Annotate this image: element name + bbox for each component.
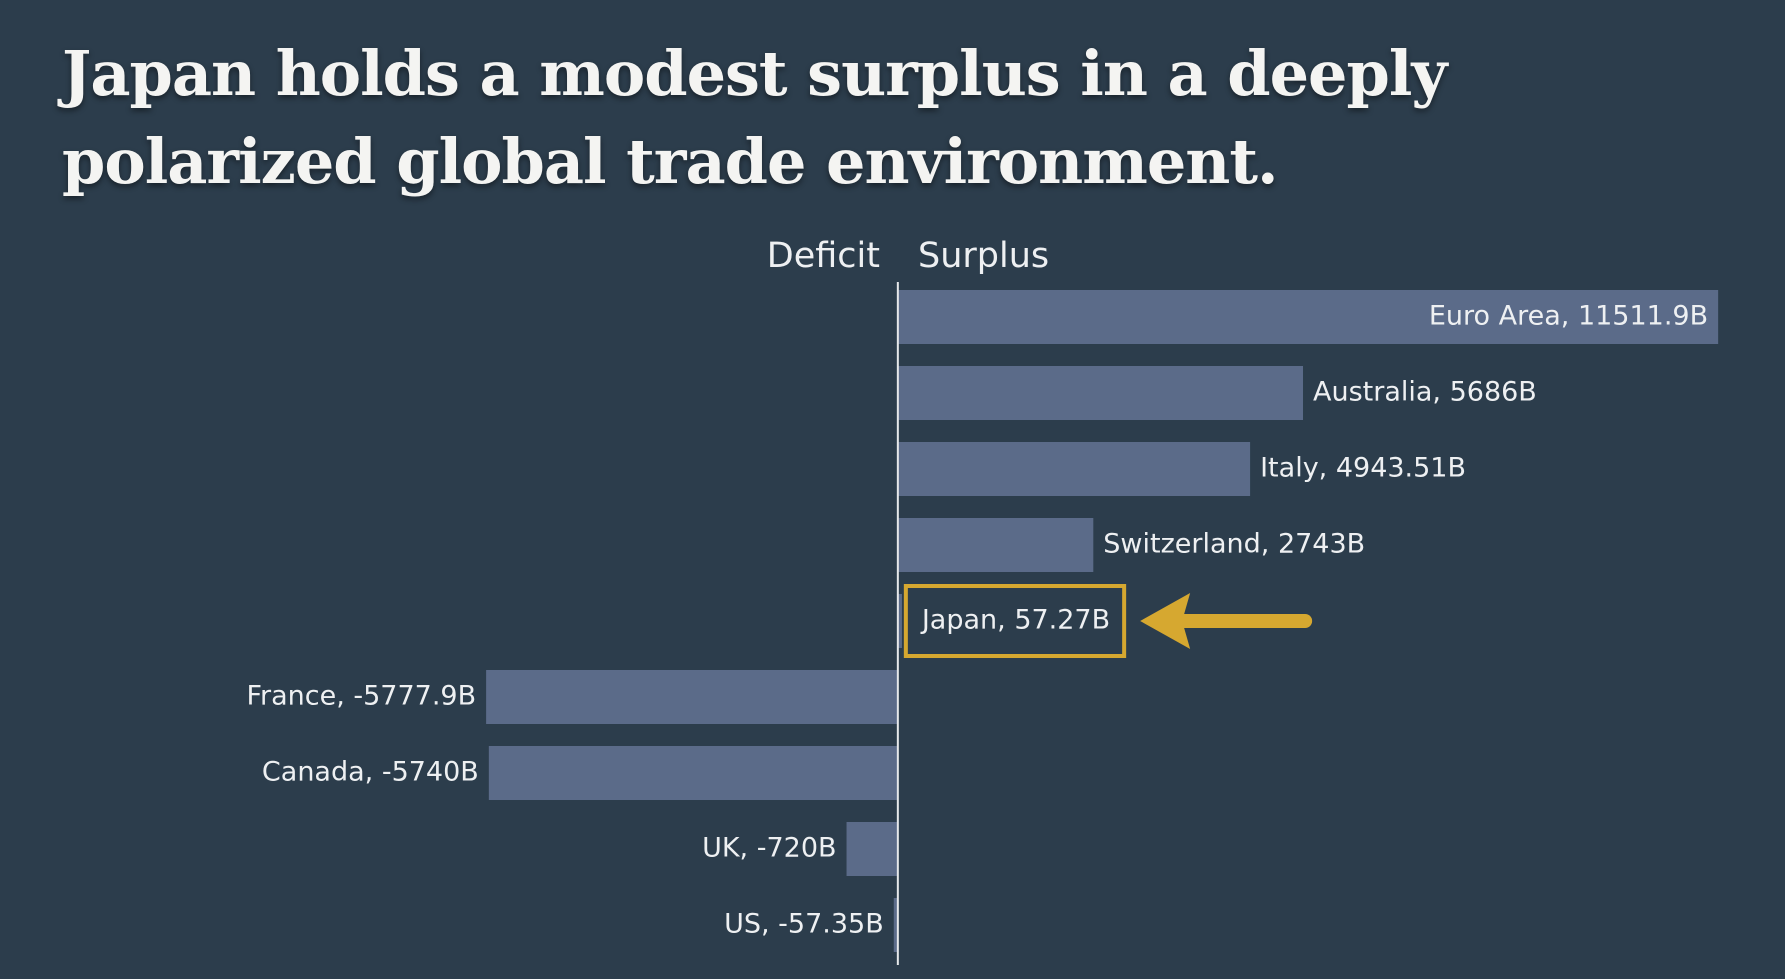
bar (897, 594, 902, 648)
bar (897, 290, 1719, 344)
surplus-label: Surplus (918, 236, 1049, 276)
value-label: Italy, 4943.51B (1260, 453, 1466, 484)
highlight-label: Japan, 57.27B (920, 605, 1110, 636)
bar (897, 518, 1094, 572)
value-label: Euro Area, 11511.9B (1429, 301, 1708, 332)
value-label: US, -57.35B (724, 909, 884, 940)
chart-title: Japan holds a modest surplus in a deeply… (62, 37, 1447, 198)
bar (893, 898, 898, 952)
highlight-box (903, 584, 1127, 658)
value-label: Switzerland, 2743B (1103, 529, 1365, 560)
arrow-head (1140, 593, 1191, 649)
deficit-label: Deficit (767, 236, 880, 276)
value-label: Canada, -5740B (262, 757, 479, 788)
value-label: Australia, 5686B (1313, 377, 1537, 408)
bar (897, 366, 1304, 420)
bar (486, 670, 898, 724)
value-label: France, -5777.9B (246, 681, 476, 712)
value-label: UK, -720B (702, 833, 836, 864)
bar (897, 442, 1251, 496)
bar (488, 746, 898, 800)
bar (846, 822, 898, 876)
